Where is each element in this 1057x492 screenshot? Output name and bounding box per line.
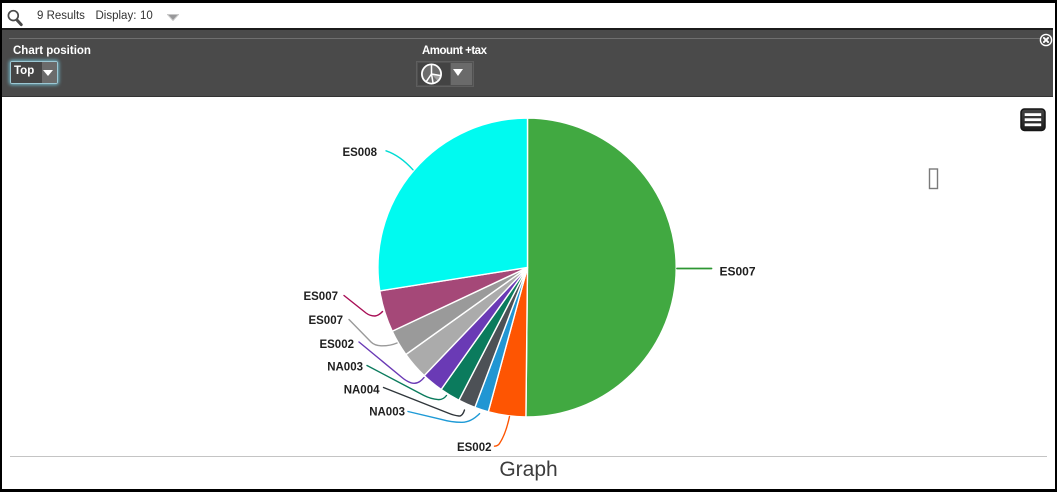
svg-text:NA004: NA004 [344, 385, 380, 397]
svg-text:ES008: ES008 [342, 147, 377, 159]
svg-text:ES007: ES007 [308, 315, 343, 327]
svg-text:ES007: ES007 [303, 291, 338, 303]
svg-text:NA003: NA003 [327, 361, 363, 373]
svg-text:ES002: ES002 [457, 442, 492, 454]
svg-text:NA003: NA003 [369, 407, 405, 419]
svg-text:ES002: ES002 [319, 339, 354, 351]
svg-text:ES007: ES007 [720, 265, 756, 279]
